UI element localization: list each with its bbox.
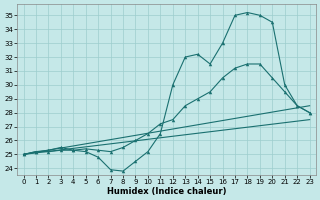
X-axis label: Humidex (Indice chaleur): Humidex (Indice chaleur) [107,187,226,196]
